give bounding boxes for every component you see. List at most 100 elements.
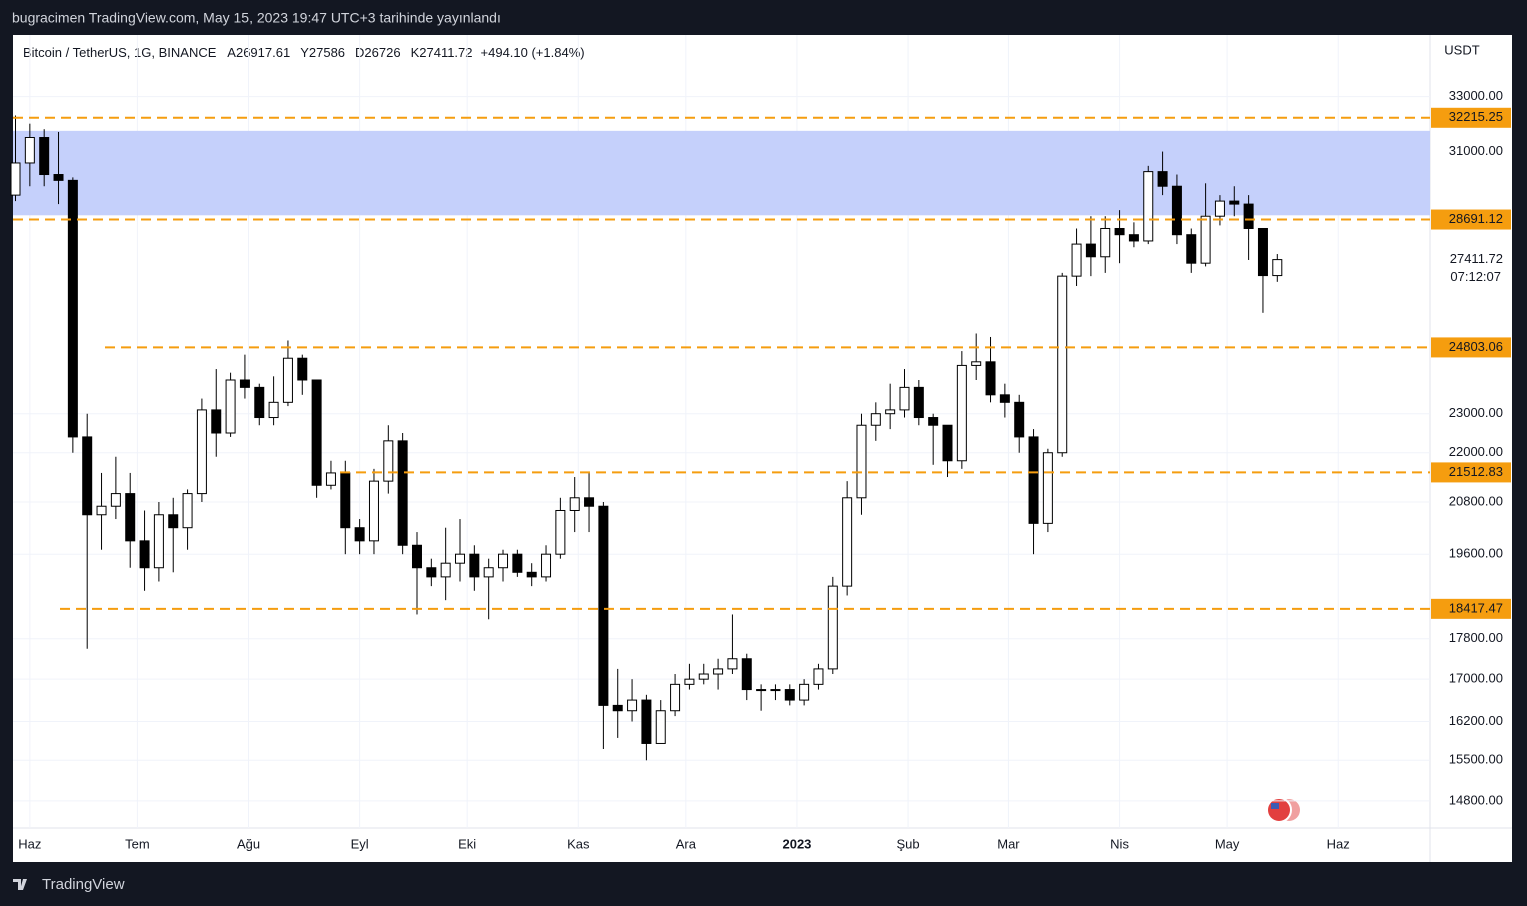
candle-body xyxy=(913,386,924,419)
x-tick-label: May xyxy=(1215,836,1240,851)
x-tick-label: Nis xyxy=(1110,836,1129,851)
candle-body xyxy=(684,678,695,685)
candle-body xyxy=(67,179,78,438)
candle-body xyxy=(1128,234,1139,242)
candle-body xyxy=(584,497,595,507)
level-label: 24803.06 xyxy=(1449,339,1503,354)
level-label: 28691.12 xyxy=(1449,211,1503,226)
y-tick-label: 23000.00 xyxy=(1449,405,1503,420)
y-tick-label: 19600.00 xyxy=(1449,546,1503,561)
candle-body xyxy=(799,683,810,701)
candle-body xyxy=(727,658,738,670)
candle-body xyxy=(885,409,896,415)
candle-body xyxy=(1057,275,1068,454)
candle-body xyxy=(225,379,236,434)
logo-mark xyxy=(13,879,27,890)
candle-body xyxy=(96,505,107,516)
publisher: bugracimen TradingView.com, May 15, 2023… xyxy=(12,10,501,26)
candle-body xyxy=(612,704,623,712)
candle-body xyxy=(297,357,308,381)
candle-body xyxy=(39,137,50,176)
legend-value: 26726 xyxy=(364,45,400,60)
candle-body xyxy=(397,440,408,546)
candle-body xyxy=(239,379,250,388)
candle-body xyxy=(569,497,580,511)
y-tick-label: 33000.00 xyxy=(1449,88,1503,103)
candle-body xyxy=(555,509,566,555)
y-tick-label: 31000.00 xyxy=(1449,143,1503,158)
candle-body xyxy=(928,417,939,426)
candle-body xyxy=(1257,227,1268,277)
y-tick-label: 22000.00 xyxy=(1449,444,1503,459)
candle-body xyxy=(670,683,681,712)
y-tick-label: 15500.00 xyxy=(1449,752,1503,767)
candle-body xyxy=(526,571,537,578)
candle-body xyxy=(899,386,910,411)
candle-body xyxy=(354,527,365,542)
flag xyxy=(1266,797,1292,823)
candle-body xyxy=(741,658,752,691)
candle-body xyxy=(139,540,150,569)
candle-body xyxy=(627,699,638,712)
legend-value: 27586 xyxy=(309,45,345,60)
last-price-bg xyxy=(1431,248,1511,287)
candle-body xyxy=(1143,171,1154,242)
x-tick-label: Ara xyxy=(676,836,697,851)
legend-change: +494.10 (+1.84%) xyxy=(481,45,585,60)
y-tick-label: 16200.00 xyxy=(1449,713,1503,728)
legend-value: 27411.72 xyxy=(419,45,472,60)
candle-body xyxy=(641,699,652,744)
candle-body xyxy=(1214,200,1225,217)
candle-body xyxy=(827,585,838,670)
candle-body xyxy=(268,401,279,419)
candle-body xyxy=(1042,452,1053,524)
candle-body xyxy=(383,440,394,482)
candle-body xyxy=(1071,243,1082,277)
level-label: 32215.25 xyxy=(1449,109,1503,124)
level-label: 21512.83 xyxy=(1449,464,1503,479)
candle-body xyxy=(655,710,666,744)
candle-body xyxy=(82,436,93,516)
candle-body xyxy=(483,567,494,578)
level-label-bg xyxy=(1431,107,1511,128)
candle-body xyxy=(182,493,193,529)
y-tick-label: 14800.00 xyxy=(1449,792,1503,807)
candle-body xyxy=(784,689,795,701)
legend-prefix: Y xyxy=(300,45,309,60)
candle-body xyxy=(325,472,336,486)
y-tick-label: 17800.00 xyxy=(1449,630,1503,645)
last-price: 27411.72 xyxy=(1450,251,1503,266)
candle-body xyxy=(512,553,523,573)
candle-body xyxy=(870,413,881,426)
candle-body xyxy=(1186,234,1197,264)
legend-prefix: K xyxy=(411,45,420,60)
candle-body xyxy=(196,409,207,495)
x-tick-label: 2023 xyxy=(782,836,811,851)
symbol-legend: Bitcoin / TetherUS, 1G, BINANCE A26917.6… xyxy=(23,45,585,60)
candle-body xyxy=(340,472,351,529)
candle-body xyxy=(1200,215,1211,264)
candle-body xyxy=(440,562,451,578)
candle-body xyxy=(956,364,967,462)
candle-body xyxy=(455,553,466,564)
x-tick-label: Kas xyxy=(567,836,590,851)
candle-body xyxy=(411,544,422,569)
candle-body xyxy=(24,137,35,164)
x-tick-label: Tem xyxy=(125,836,150,851)
flag-canton xyxy=(1271,803,1279,809)
candle-body xyxy=(1028,436,1039,524)
candle-body xyxy=(813,668,824,685)
level-label-bg xyxy=(1431,337,1511,358)
candle-body xyxy=(254,386,265,419)
candle-body xyxy=(713,668,724,675)
candle-body xyxy=(211,409,222,434)
candle-body xyxy=(125,493,136,542)
candle-body xyxy=(985,361,996,396)
x-tick-label: Ağu xyxy=(237,836,260,851)
candle-body xyxy=(311,379,322,486)
candle-body xyxy=(856,424,867,499)
candle-body xyxy=(469,553,480,578)
candle-body xyxy=(541,553,552,578)
x-tick-label: Haz xyxy=(1327,836,1350,851)
